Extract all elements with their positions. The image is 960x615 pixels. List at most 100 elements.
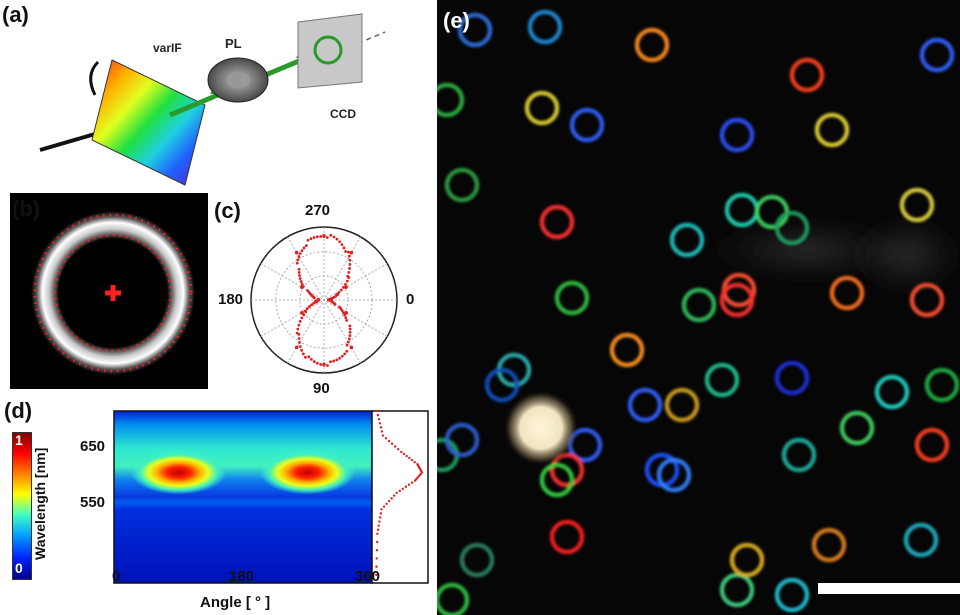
spectrum-side-plot [371,409,429,584]
emitter-ring [669,222,705,258]
emitter-ring [444,422,480,458]
spectrum-point [378,422,382,425]
ccd-label: CCD [330,107,356,121]
polar-data-point [344,316,348,320]
emitter-ring [899,187,935,223]
emitter-ring [814,112,850,148]
filter-label: varIF [153,41,182,55]
bright-emitter [503,390,579,466]
polar-data-point [347,276,351,279]
polar-data-point [342,311,345,315]
polar-data-point [332,359,336,363]
polar-data-point [342,285,345,289]
polar-data-point [345,319,349,322]
ccd-ring [313,35,343,65]
polar-data-point [305,307,309,310]
polar-data-point [348,324,352,328]
spectrum-point [390,442,394,445]
emitter-ring [774,360,810,396]
emitter-ring [444,167,480,203]
spectrum-point [376,532,379,536]
heatmap-xlabel: Angle [ ° ] [200,594,271,611]
spectrum-point [381,434,385,437]
polar-sample-point [322,362,326,367]
spectrum-point [377,417,381,421]
colorbar [12,432,32,580]
spectrum-point [375,549,379,552]
polar-data-point [348,262,352,266]
spectrum-point [401,487,405,491]
emitter-ring [539,462,575,498]
spectrum-point [392,494,396,497]
polar-data-point [335,358,339,362]
emitter-ring [437,82,465,118]
polar-data-point [326,364,329,367]
filter-rotation-arrow [89,60,100,96]
xtick-0: 0 [112,568,121,585]
polar-data-point [340,243,344,247]
panel-a-label: (a) [2,2,29,27]
polar-label-0: 0 [406,291,415,308]
spectrum-point [378,516,382,519]
emitter-ring [914,427,950,463]
polar-data-point [297,323,301,327]
polar-data-point [343,352,347,356]
emitter-ring [681,287,717,323]
spectrum-point [375,573,378,577]
spectrum-point [398,489,401,493]
polar-sample-point [316,298,320,302]
polar-data-point [335,237,339,241]
emitter-ring [829,275,865,311]
polar-data-point [296,327,300,331]
polar-sample-point [349,345,354,350]
polar-data-point [337,290,341,294]
emitter-ring [704,362,740,398]
polar-sample-point [344,285,348,290]
panel-e-label: (e) [443,8,470,33]
polar-data-point [336,293,340,297]
polar-data-point [298,274,301,277]
ytick-550: 550 [80,494,106,511]
spectrum-point [384,437,388,440]
emitter-ring [549,519,585,555]
inner-fit-circle [53,233,173,353]
polar-plot [250,226,398,374]
polar-sample-point [328,298,332,302]
emitter-ring [924,367,960,403]
polar-data-point [348,327,352,331]
polar-data-point [319,363,323,366]
polar-data-point [304,244,308,248]
emitter-ring [719,572,755,608]
heatmap-hotspot [130,450,227,495]
polar-data-point [307,305,311,308]
spectrum-point [375,540,379,544]
emitter-ring [724,192,760,228]
polar-sample-point [349,250,354,255]
lens-label: PL [225,36,242,51]
spectrum-point [413,460,416,464]
polar-data-point [302,246,306,250]
polar-data-point [309,357,313,361]
variable-filter [91,59,206,186]
polar-data-point [325,236,329,239]
polar-data-point [298,277,302,280]
panel-d-label: (d) [4,398,33,423]
heatmap-ylabel: Wavelength [nm] [32,447,48,560]
outer-fit-circle [33,213,193,373]
polar-data-point [300,348,303,352]
polar-data-point [307,355,311,359]
spectrum-point [385,502,388,506]
emitter-ring [457,12,493,48]
polar-data-point [298,341,301,344]
polar-data-point [312,236,316,239]
polar-data-point [295,331,299,335]
polar-data-point [338,240,342,244]
emitter-ring [874,374,910,410]
spectrum-point [375,409,379,413]
scale-bar [818,583,960,594]
spectrum-point [393,445,397,448]
spectrum-point [390,497,393,500]
emitter-ring [634,27,670,63]
polar-data-point [348,330,352,334]
polar-data-point [300,249,304,252]
